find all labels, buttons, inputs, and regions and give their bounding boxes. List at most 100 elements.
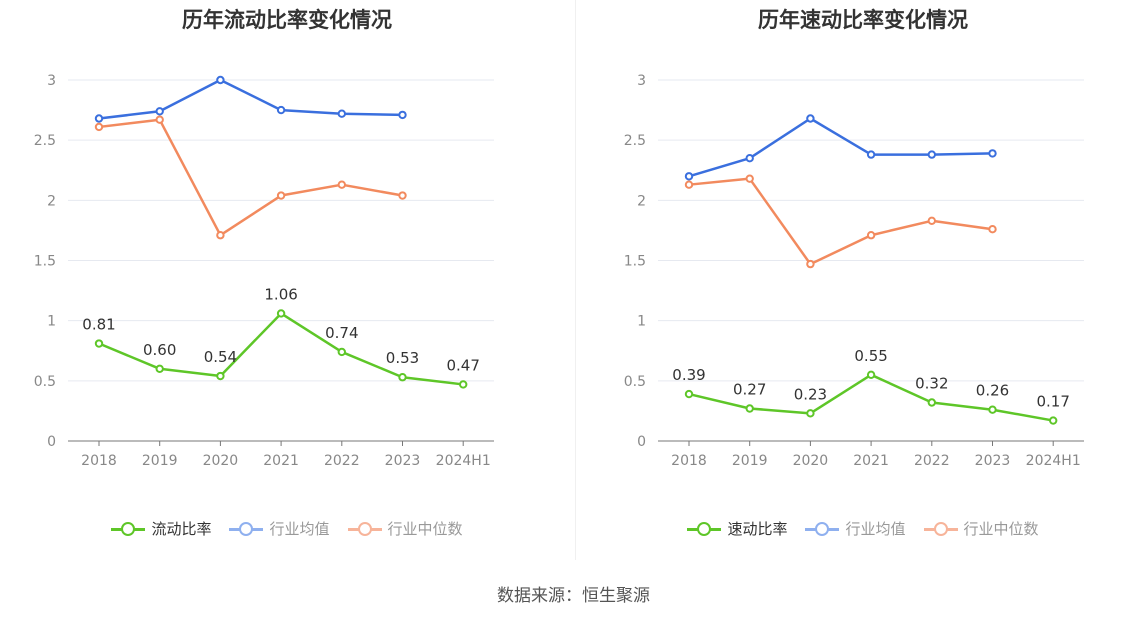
y-tick-label: 0: [47, 434, 56, 450]
legend-line-icon: [111, 521, 146, 537]
y-tick-label: 2: [47, 193, 56, 209]
chart-legend: 速动比率 行业均值 行业中位数: [576, 518, 1147, 539]
data-label: 0.53: [386, 349, 419, 367]
x-tick-label: 2019: [142, 453, 178, 469]
data-point: [684, 180, 694, 189]
series-line: [98, 78, 403, 120]
data-label: 0.32: [915, 374, 948, 392]
y-tick-label: 1: [47, 314, 56, 330]
data-point: [155, 364, 164, 373]
quick-ratio-plot: 0 0.5 1 1.5 2 2.5 3 2018 2019 2020 2021 2022 2023 202…: [624, 73, 1084, 469]
legend-label: 行业均值: [269, 520, 330, 538]
data-point: [927, 398, 936, 407]
legend-item-industry-median[interactable]: 行业中位数: [923, 518, 1039, 539]
data-point: [684, 389, 694, 399]
data-point: [927, 150, 936, 159]
legend-line-icon: [687, 521, 722, 537]
legend-item-industry-median[interactable]: 行业中位数: [347, 518, 463, 539]
chart-legend: 流动比率 行业均值 行业中位数: [0, 518, 574, 539]
data-point: [459, 380, 468, 389]
legend-line-icon: [229, 521, 264, 537]
data-point: [398, 373, 407, 382]
legend-label: 行业中位数: [387, 520, 463, 538]
data-point: [337, 347, 346, 357]
data-label: 0.27: [733, 381, 766, 399]
current-ratio-plot: 0 0.5 1 1.5 2 2.5 3 2018 2019 2020 2021 2022 2023 202…: [34, 73, 494, 469]
x-tick-label: 2022: [914, 453, 950, 469]
legend-item-industry-mean[interactable]: 行业均值: [805, 518, 906, 539]
y-tick-label: 0.5: [624, 374, 646, 390]
legend-label: 流动比率: [151, 520, 212, 538]
data-label: 0.17: [1036, 393, 1069, 411]
y-tick-label: 2: [637, 193, 646, 209]
data-point: [94, 114, 104, 123]
data-point: [216, 75, 225, 85]
data-point: [337, 109, 346, 118]
data-point: [155, 107, 164, 116]
data-point: [276, 105, 286, 115]
x-tick-label: 2020: [793, 453, 829, 469]
data-label: 0.55: [854, 347, 887, 365]
data-point: [745, 154, 754, 163]
data-point: [337, 180, 346, 189]
x-tick-label: 2021: [853, 453, 889, 469]
y-tick-label: 1.5: [34, 254, 56, 270]
y-tick-label: 1.5: [624, 254, 646, 270]
data-point: [155, 115, 164, 124]
y-tick-label: 0.5: [34, 374, 56, 390]
data-point: [745, 174, 754, 183]
data-point: [806, 409, 815, 418]
data-point: [988, 405, 997, 414]
y-tick-label: 2.5: [34, 133, 56, 149]
x-tick-label: 2023: [975, 453, 1011, 469]
y-tick-label: 1: [637, 314, 646, 330]
x-tick-label: 2024H1: [436, 453, 491, 469]
data-point: [866, 150, 876, 159]
series-line: [688, 117, 993, 178]
data-label: 0.47: [446, 356, 479, 374]
data-point: [806, 114, 815, 123]
legend-label: 行业均值: [845, 520, 906, 538]
x-tick-label: 2023: [385, 453, 421, 469]
data-point: [806, 259, 815, 269]
data-point: [745, 404, 754, 413]
legend-line-icon: [923, 521, 958, 537]
x-tick-label: 2022: [324, 453, 360, 469]
data-label: 1.06: [264, 285, 297, 303]
legend-item-quick-ratio[interactable]: 速动比率: [687, 518, 787, 539]
data-point: [94, 339, 104, 348]
legend-item-industry-mean[interactable]: 行业均值: [229, 518, 330, 539]
data-point: [988, 225, 997, 234]
legend-label: 速动比率: [727, 520, 788, 538]
legend-label: 行业中位数: [963, 520, 1039, 538]
y-tick-label: 3: [47, 73, 56, 89]
data-point: [866, 370, 876, 380]
x-tick-label: 2020: [203, 453, 239, 469]
data-point: [94, 122, 104, 132]
data-point: [276, 309, 286, 318]
y-tick-label: 2.5: [624, 133, 646, 149]
chart-title: 历年流动比率变化情况: [182, 8, 392, 32]
x-tick-label: 2019: [732, 453, 768, 469]
data-point: [927, 216, 936, 225]
legend-item-current-ratio[interactable]: 流动比率: [111, 518, 211, 539]
data-source: 数据来源：恒生聚源: [497, 586, 650, 606]
x-tick-label: 2024H1: [1026, 453, 1081, 469]
legend-line-icon: [805, 521, 840, 537]
data-point: [216, 371, 225, 381]
legend-line-icon: [347, 521, 382, 537]
quick-ratio-chart: 历年速动比率变化情况 0 0.5 1 1.5 2 2.5 3 2018 2019 2020 2021…: [576, 0, 1147, 560]
chart-title: 历年速动比率变化情况: [758, 8, 968, 32]
data-point: [216, 231, 225, 240]
data-point: [276, 191, 286, 200]
y-tick-label: 0: [637, 434, 646, 450]
x-tick-label: 2018: [81, 453, 117, 469]
data-point: [684, 172, 694, 181]
data-point: [1049, 416, 1058, 425]
data-point: [398, 191, 407, 200]
data-point: [988, 149, 997, 158]
series-line: [98, 118, 403, 237]
data-label: 0.39: [672, 366, 705, 384]
y-tick-label: 3: [637, 73, 646, 89]
data-label: 0.23: [794, 385, 827, 403]
